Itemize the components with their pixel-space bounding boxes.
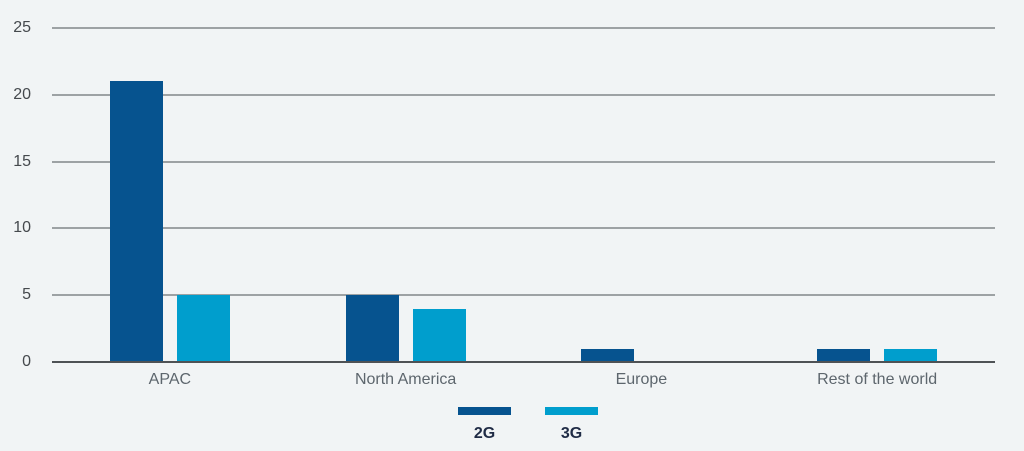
legend: 2G 3G: [0, 398, 1024, 448]
legend-swatch-3g: [545, 407, 598, 415]
x-axis-label-north-america: North America: [354, 371, 457, 388]
legend-item-3g: 3G: [545, 407, 598, 443]
x-axis-baseline: [52, 361, 995, 363]
gridline-25: [52, 27, 995, 29]
x-axis-label-europe: Europe: [615, 371, 668, 388]
bar-north-america-3g: [412, 308, 466, 362]
y-axis-tick-10: 10: [13, 219, 31, 237]
x-axis-label-apac: APAC: [148, 371, 192, 388]
gridline-20: [52, 93, 995, 96]
bar-rest-of-the-world-3g: [884, 348, 938, 362]
legend-item-2g: 2G: [458, 407, 511, 443]
bar-apac-2g: [109, 81, 163, 362]
legend-swatch-2g: [458, 407, 511, 415]
bar-north-america-2g: [345, 295, 399, 362]
bar-europe-2g: [581, 348, 635, 362]
bar-rest-of-the-world-2g: [817, 348, 871, 362]
gridline-15: [52, 160, 995, 163]
legend-label-2g: 2G: [473, 425, 496, 442]
y-axis-tick-20: 20: [13, 85, 31, 103]
x-axis-label-rest-of-the-world: Rest of the world: [817, 371, 938, 388]
y-axis-tick-5: 5: [22, 286, 31, 304]
legend-label-3g: 3G: [560, 425, 583, 442]
bar-apac-3g: [176, 295, 230, 362]
y-axis-tick-0: 0: [22, 353, 31, 370]
gridline-10: [52, 227, 995, 230]
gridline-5: [52, 294, 995, 297]
y-axis-tick-25: 25: [13, 19, 31, 36]
y-axis-tick-15: 15: [13, 152, 31, 170]
